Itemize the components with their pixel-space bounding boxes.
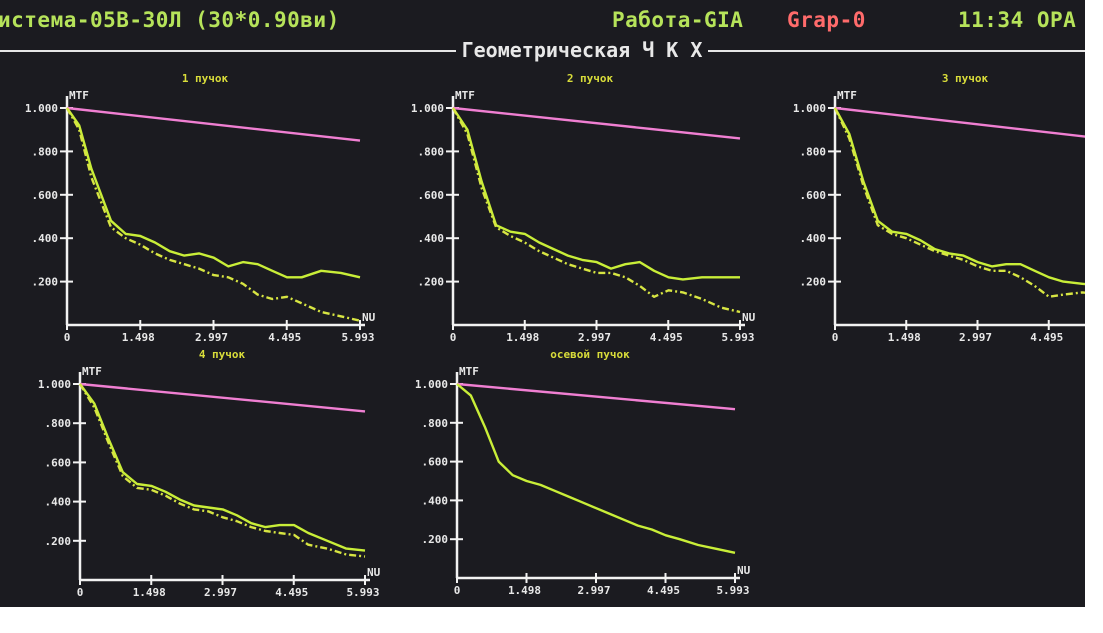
diffraction-limit-line [456, 382, 736, 411]
diffraction-limit-line [79, 382, 366, 413]
x-tick-label: 4.495 [268, 331, 301, 344]
bottom-margin [0, 607, 1103, 633]
mtf-sagittal-line [833, 107, 1085, 298]
y-tick-label: .400 [418, 232, 445, 245]
x-tick-label: 2.997 [204, 586, 237, 599]
x-tick-label: 1.498 [888, 331, 921, 344]
x-tick-label: 0 [64, 331, 71, 344]
y-tick-label: .600 [32, 189, 59, 202]
y-axis-label: MTF [837, 89, 857, 102]
y-tick-label: .800 [418, 145, 445, 158]
panel-title: 2 пучок [567, 72, 614, 85]
mtf-tangential-line [833, 107, 1085, 286]
mtf-panel-4: 4 пучок MTF NU 1.000 .800 .600 .400 .200 0 1.498 2… [38, 348, 381, 599]
x-axis-label: NU [362, 311, 376, 324]
mtf-panel-3: 3 пучок MTF 1.000 .800 .600 .400 .200 0 1.498 2.9… [793, 72, 1085, 344]
y-tick-label: .800 [422, 417, 449, 430]
x-tick-label: 4.495 [650, 331, 683, 344]
x-tick-label: 2.997 [578, 331, 611, 344]
x-axis-label: NU [367, 566, 381, 579]
x-tick-label: 5.993 [346, 586, 379, 599]
mtf-tangential-line [79, 383, 366, 552]
x-tick-label: 5.993 [716, 584, 749, 597]
mtf-tangential-line [66, 107, 361, 279]
x-tick-label: 2.997 [959, 331, 992, 344]
x-tick-label: 1.498 [122, 331, 155, 344]
y-tick-label: .600 [800, 189, 827, 202]
diffraction-limit-line [834, 106, 1085, 138]
panel-title: 1 пучок [182, 72, 229, 85]
x-tick-label: 0 [454, 584, 461, 597]
y-tick-label: .400 [422, 494, 449, 507]
right-margin [1085, 0, 1103, 633]
y-tick-label: .200 [418, 276, 445, 289]
y-tick-label: .600 [422, 456, 449, 469]
mode-status: Работа-GIA [612, 8, 744, 32]
x-tick-label: 1.498 [508, 584, 541, 597]
panel-title: 4 пучок [199, 348, 246, 361]
x-tick-label: 0 [450, 331, 457, 344]
x-tick-label: 2.997 [195, 331, 228, 344]
y-tick-label: .600 [45, 456, 72, 469]
x-tick-label: 4.495 [275, 586, 308, 599]
graph-indicator: Grap-0 [787, 8, 866, 32]
y-tick-label: .800 [45, 417, 72, 430]
x-tick-label: 4.495 [1030, 331, 1063, 344]
y-tick-label: .200 [45, 535, 72, 548]
diffraction-limit-line [66, 106, 361, 142]
y-tick-label: .200 [32, 276, 59, 289]
y-tick-label: 1.000 [793, 102, 826, 115]
panel-title: осевой пучок [550, 348, 630, 361]
y-tick-label: .800 [800, 145, 827, 158]
y-tick-label: .200 [800, 276, 827, 289]
mtf-tangential-line [452, 107, 740, 281]
x-tick-label: 2.997 [577, 584, 610, 597]
x-tick-label: 5.993 [341, 331, 374, 344]
clock: 11:34 OPA [958, 8, 1077, 32]
y-tick-label: 1.000 [38, 378, 71, 391]
y-tick-label: 1.000 [411, 102, 444, 115]
y-tick-label: 1.000 [415, 378, 448, 391]
x-tick-label: 0 [77, 586, 84, 599]
mtf-panel-1: 1 пучок MTF NU 1.000 .800 .600 .400 .200 0 1.498 2… [25, 72, 376, 344]
mtf-panel-5: осевой пучок MTF NU 1.000 .800 .600 .400 .200 0 1… [415, 348, 751, 597]
y-tick-label: .400 [800, 232, 827, 245]
y-axis-label: MTF [459, 365, 479, 378]
y-axis-label: MTF [455, 89, 475, 102]
y-axis-label: MTF [82, 365, 102, 378]
x-tick-label: 5.993 [721, 331, 754, 344]
y-tick-label: .600 [418, 189, 445, 202]
y-tick-label: .200 [422, 533, 449, 546]
y-tick-label: .800 [32, 145, 59, 158]
y-axis-label: MTF [69, 89, 89, 102]
x-tick-label: 1.498 [506, 331, 539, 344]
panel-title: 3 пучок [942, 72, 989, 85]
mtf-panel-2: 2 пучок MTF NU 1.000 .800 .600 .400 .200 0 1.498 2… [411, 72, 756, 344]
system-name: истема-05В-30Л (30*0.90ви) [0, 8, 340, 32]
y-tick-label: 1.000 [25, 102, 58, 115]
diffraction-limit-line [452, 106, 741, 140]
mtf-sagittal-line [451, 107, 741, 314]
x-tick-label: 0 [832, 331, 839, 344]
mtf-tangential-line [456, 383, 736, 554]
page-title-wrap: Геометрическая Ч К Х [0, 38, 1085, 62]
mtf-sagittal-line [65, 107, 361, 322]
x-tick-label: 4.495 [647, 584, 680, 597]
y-tick-label: .400 [45, 496, 72, 509]
mtf-screen: истема-05В-30Л (30*0.90ви) Работа-GIA Gr… [0, 0, 1085, 607]
y-tick-label: .400 [32, 232, 59, 245]
x-axis-label: NU [742, 311, 756, 324]
page-title: Геометрическая Ч К Х [455, 38, 709, 62]
x-axis-label: NU [737, 564, 751, 577]
x-tick-label: 1.498 [133, 586, 166, 599]
